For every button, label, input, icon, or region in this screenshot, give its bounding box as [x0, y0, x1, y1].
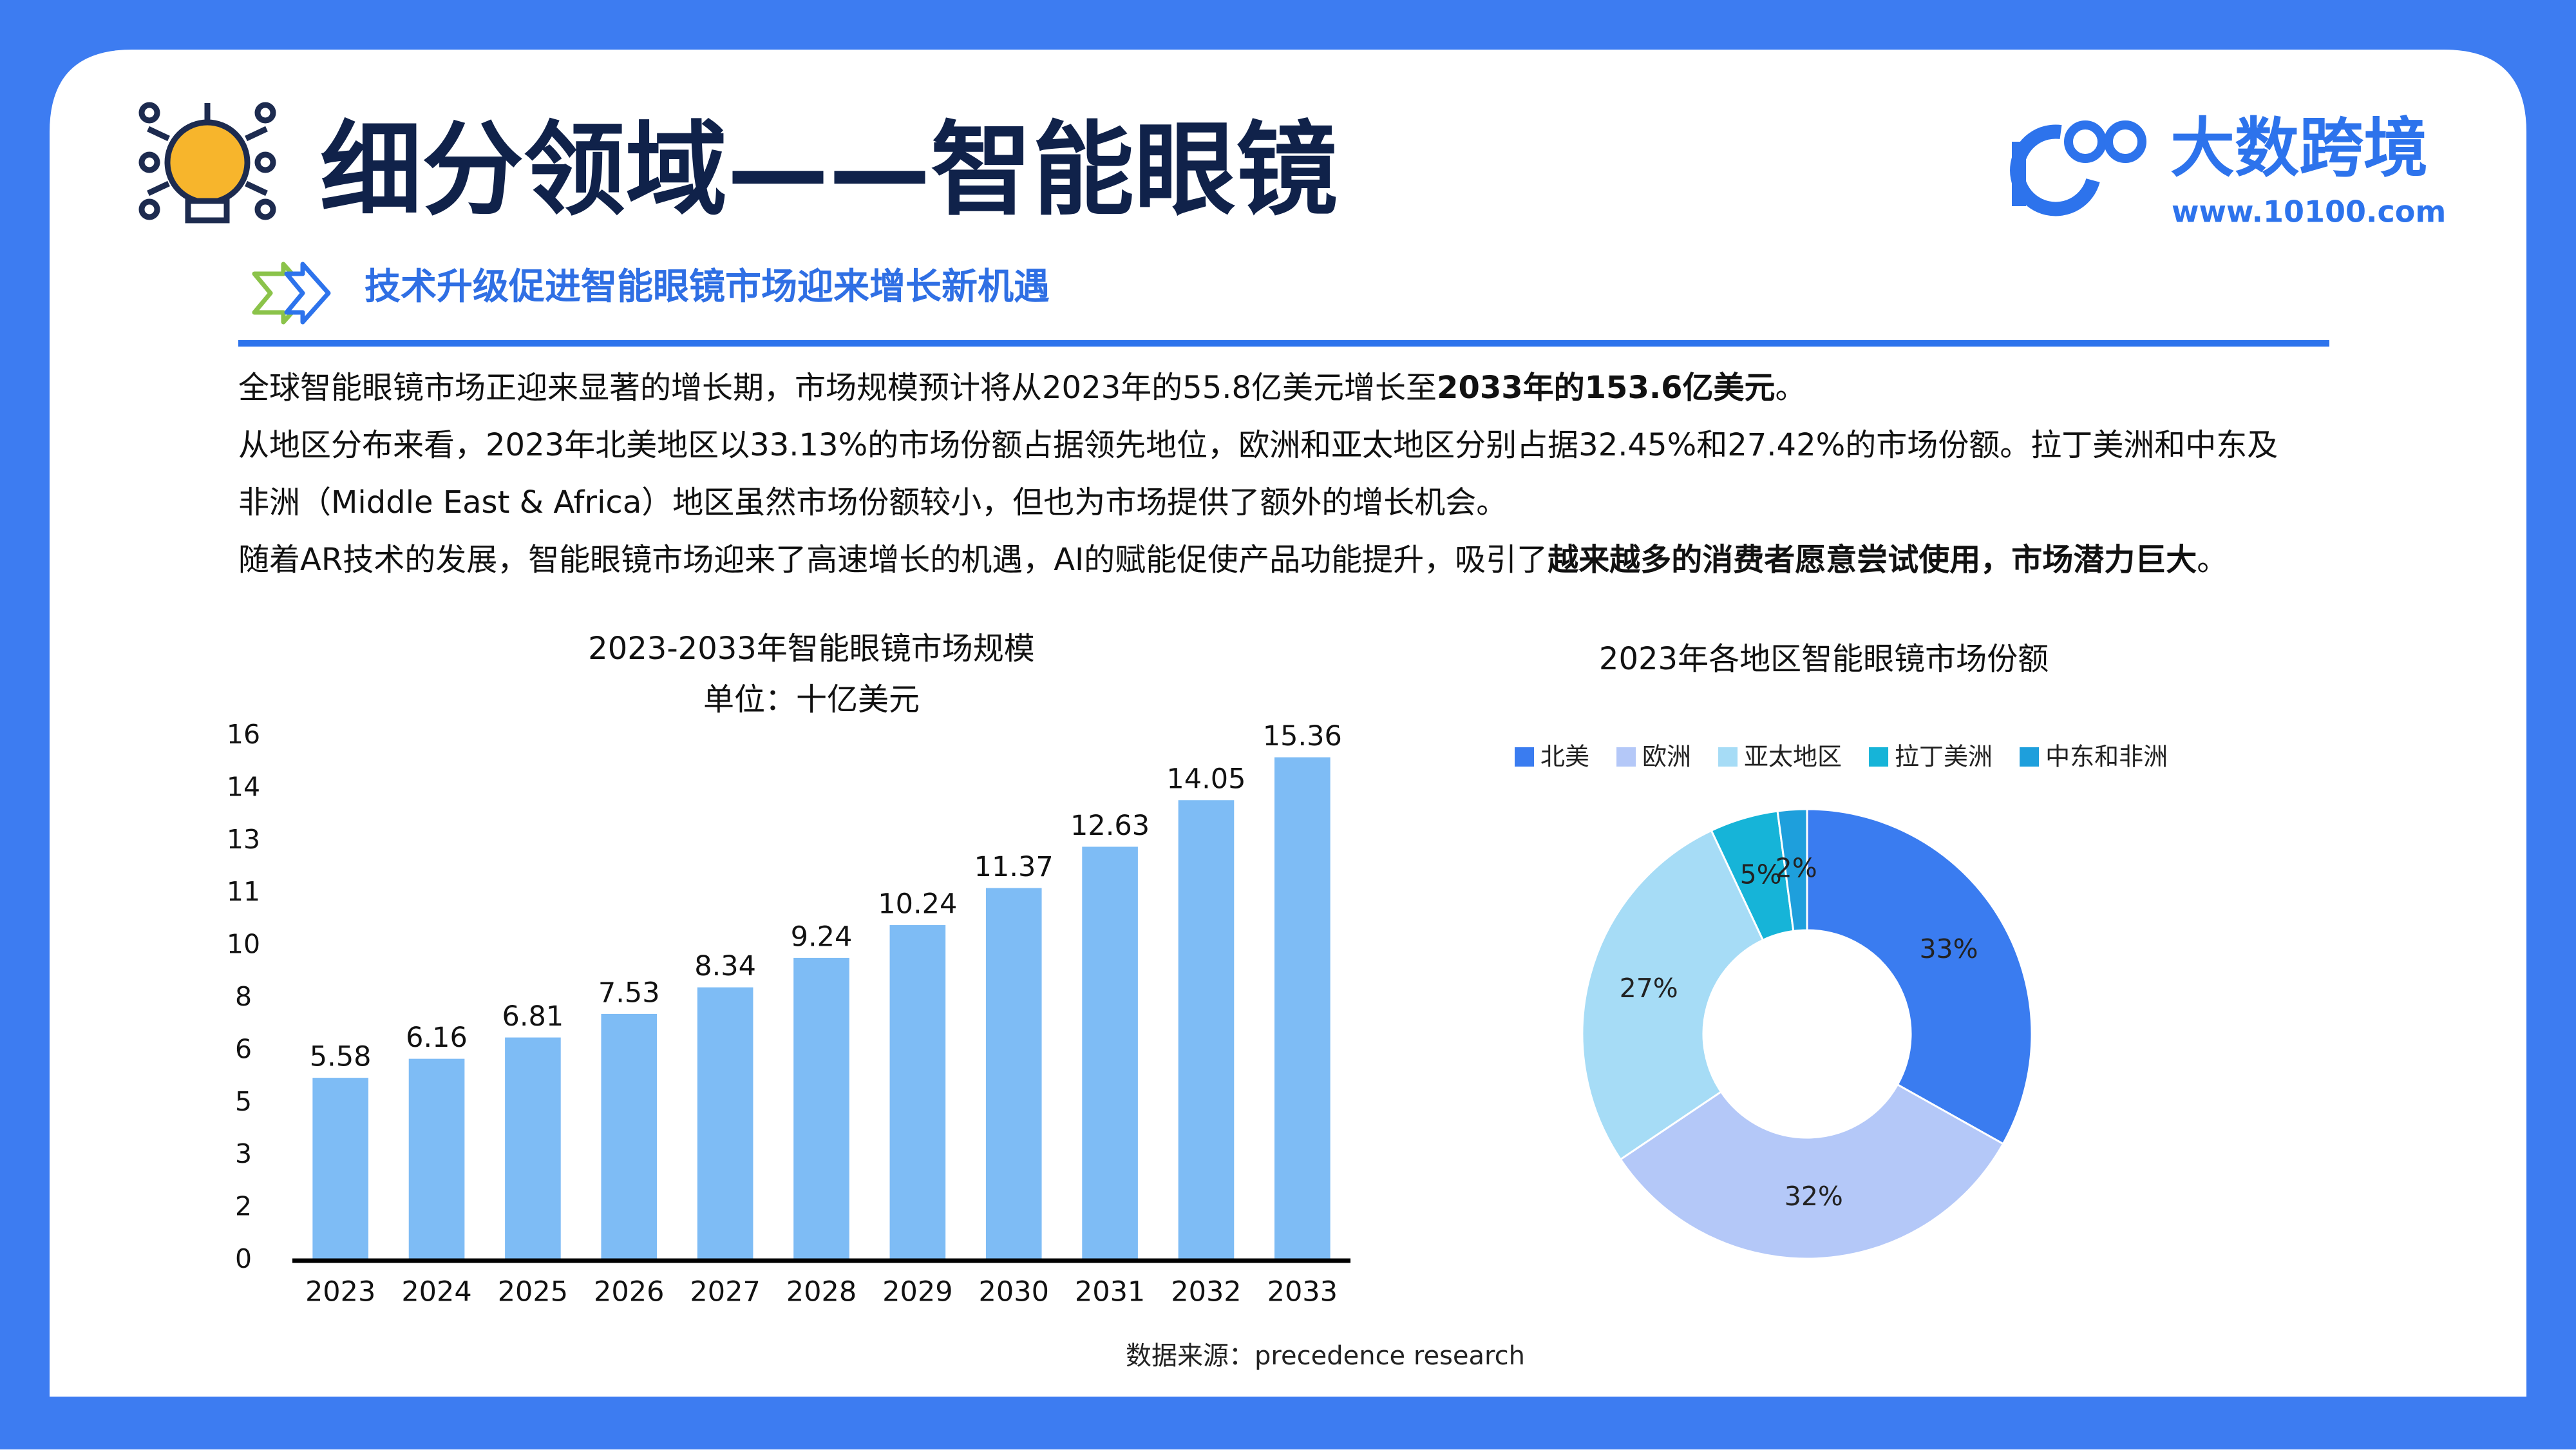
x-tick-label: 2029 — [882, 1276, 952, 1308]
text-run: 从地区分布来看，2023年北美地区以33.13%的市场份额占据领先地位，欧洲和亚… — [238, 427, 2278, 463]
value-label: 9.24 — [791, 921, 853, 953]
value-label: 15.36 — [1263, 720, 1342, 752]
logo-name: 大数跨境 — [2170, 110, 2428, 186]
body-text: 全球智能眼镜市场正迎来显著的增长期，市场规模预计将从2023年的55.8亿美元增… — [238, 370, 2278, 578]
page-title: 细分领域——智能眼镜 — [320, 111, 1338, 229]
subtitle-arrows — [252, 262, 331, 325]
text-run: 随着AR技术的发展，智能眼镜市场迎来了高速增长的机遇，AI的赋能促使产品功能提升… — [238, 542, 1548, 578]
y-tick-label: 8 — [235, 981, 252, 1012]
x-tick-label: 2028 — [786, 1276, 857, 1308]
legend-label: 欧洲 — [1642, 743, 1691, 771]
x-tick-label: 2030 — [979, 1276, 1049, 1308]
value-label: 27% — [1620, 973, 1678, 1004]
y-tick-label: 11 — [227, 876, 260, 907]
value-label: 2% — [1776, 853, 1817, 884]
body-line: 全球智能眼镜市场正迎来显著的增长期，市场规模预计将从2023年的55.8亿美元增… — [238, 370, 1806, 406]
y-tick-label: 0 — [235, 1243, 252, 1274]
x-tick-label: 2026 — [594, 1276, 664, 1308]
chart-title: 2023年各地区智能眼镜市场份额 — [1599, 641, 2049, 677]
source-note: 数据来源：precedence research — [1126, 1341, 1525, 1371]
bar — [601, 1013, 658, 1261]
bar — [505, 1037, 561, 1261]
value-label: 11.37 — [974, 851, 1054, 883]
bold-text: 越来越多的消费者愿意尝试使用，市场潜力巨大 — [1548, 542, 2197, 578]
legend-label: 拉丁美洲 — [1895, 743, 1993, 771]
bulb-icon — [138, 102, 276, 224]
x-tick-label: 2025 — [498, 1276, 568, 1308]
body-line: 非洲（Middle East & Africa）地区虽然市场份额较小，但也为市场… — [238, 484, 1507, 521]
x-tick-label: 2023 — [305, 1276, 375, 1308]
text-run: 全球智能眼镜市场正迎来显著的增长期，市场规模预计将从2023年的55.8亿美元增… — [238, 370, 1437, 406]
bar — [697, 987, 753, 1261]
body-line: 随着AR技术的发展，智能眼镜市场迎来了高速增长的机遇，AI的赋能促使产品功能提升… — [238, 542, 2228, 578]
y-tick-label: 3 — [235, 1138, 252, 1169]
value-label: 5.58 — [310, 1041, 372, 1073]
value-label: 12.63 — [1070, 810, 1150, 842]
legend-swatch — [2020, 747, 2040, 767]
legend-swatch — [1718, 747, 1738, 767]
value-label: 14.05 — [1166, 763, 1245, 796]
x-tick-label: 2027 — [690, 1276, 760, 1308]
bar — [1082, 846, 1138, 1261]
y-tick-label: 5 — [235, 1086, 252, 1117]
x-tick-label: 2031 — [1075, 1276, 1145, 1308]
logo-mark — [2010, 120, 2146, 216]
body-line: 从地区分布来看，2023年北美地区以33.13%的市场份额占据领先地位，欧洲和亚… — [238, 427, 2278, 463]
value-label: 7.53 — [598, 977, 660, 1009]
bold-text: 2033年的153.6亿美元 — [1437, 370, 1775, 406]
value-label: 8.34 — [694, 950, 756, 982]
text-run: 非洲（Middle East & Africa）地区虽然市场份额较小，但也为市场… — [238, 484, 1507, 521]
y-tick-label: 2 — [235, 1191, 252, 1222]
value-label: 6.81 — [502, 1000, 564, 1033]
donut-slice — [1619, 1083, 2005, 1260]
bar — [793, 957, 849, 1261]
donut-slice — [1806, 808, 2033, 1145]
value-label: 32% — [1785, 1181, 1843, 1212]
bar — [408, 1058, 465, 1261]
chart-subtitle: 单位：十亿美元 — [703, 682, 920, 718]
bar — [1274, 757, 1331, 1261]
divider — [238, 340, 2329, 347]
legend-swatch — [1616, 747, 1636, 767]
text-run: 。 — [1775, 370, 1806, 406]
donut-slice — [1581, 829, 1765, 1161]
x-tick-label: 2032 — [1171, 1276, 1241, 1308]
bar — [889, 925, 946, 1261]
donut-slice — [1776, 808, 1808, 933]
legend-label: 北美 — [1540, 743, 1589, 771]
bar — [1178, 800, 1235, 1261]
y-tick-label: 16 — [227, 719, 260, 750]
value-label: 6.16 — [406, 1022, 468, 1054]
logo-url: www.10100.com — [2172, 195, 2446, 229]
legend-swatch — [1869, 747, 1889, 767]
legend-label: 亚太地区 — [1744, 743, 1842, 771]
y-tick-label: 10 — [227, 929, 260, 960]
bar — [985, 888, 1042, 1261]
y-tick-label: 14 — [227, 771, 260, 802]
section-subtitle: 技术升级促进智能眼镜市场迎来增长新机遇 — [365, 266, 1050, 308]
legend-label: 中东和非洲 — [2045, 743, 2168, 771]
value-label: 33% — [1919, 933, 1978, 964]
x-tick-label: 2024 — [401, 1276, 471, 1308]
text-run: 。 — [2197, 542, 2228, 578]
y-tick-label: 13 — [227, 824, 260, 855]
value-label: 10.24 — [878, 888, 957, 921]
x-tick-label: 2033 — [1267, 1276, 1338, 1308]
legend-swatch — [1515, 747, 1534, 767]
y-tick-label: 6 — [235, 1033, 252, 1064]
bar — [312, 1078, 368, 1261]
chart-title: 2023-2033年智能眼镜市场规模 — [588, 631, 1035, 667]
value-label: 5% — [1740, 859, 1782, 890]
